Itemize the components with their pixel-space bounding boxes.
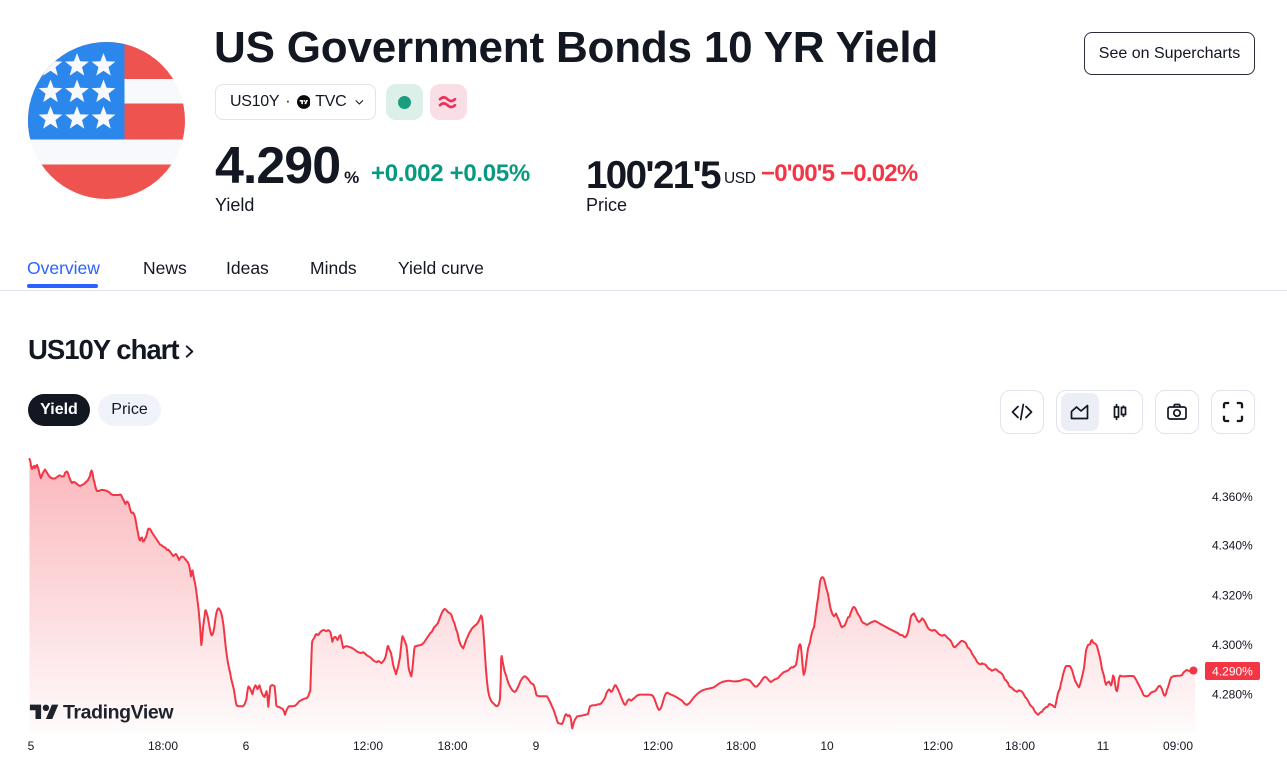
svg-text:4.300%: 4.300% bbox=[1212, 638, 1253, 652]
svg-text:6: 6 bbox=[243, 739, 250, 753]
svg-text:4.290%: 4.290% bbox=[1212, 665, 1253, 679]
svg-text:12:00: 12:00 bbox=[353, 739, 383, 753]
svg-text:12:00: 12:00 bbox=[923, 739, 953, 753]
svg-text:10: 10 bbox=[820, 739, 834, 753]
svg-text:09:00: 09:00 bbox=[1163, 739, 1193, 753]
svg-text:12:00: 12:00 bbox=[643, 739, 673, 753]
svg-text:4.360%: 4.360% bbox=[1212, 490, 1253, 504]
svg-text:18:00: 18:00 bbox=[148, 739, 178, 753]
svg-text:18:00: 18:00 bbox=[437, 739, 467, 753]
svg-text:18:00: 18:00 bbox=[1005, 739, 1035, 753]
svg-text:TradingView: TradingView bbox=[63, 702, 174, 724]
svg-text:5: 5 bbox=[28, 739, 35, 753]
svg-text:4.340%: 4.340% bbox=[1212, 539, 1253, 553]
svg-text:4.320%: 4.320% bbox=[1212, 589, 1253, 603]
svg-text:18:00: 18:00 bbox=[726, 739, 756, 753]
svg-text:9: 9 bbox=[533, 739, 540, 753]
svg-text:11: 11 bbox=[1097, 739, 1110, 753]
svg-text:4.280%: 4.280% bbox=[1212, 688, 1253, 702]
